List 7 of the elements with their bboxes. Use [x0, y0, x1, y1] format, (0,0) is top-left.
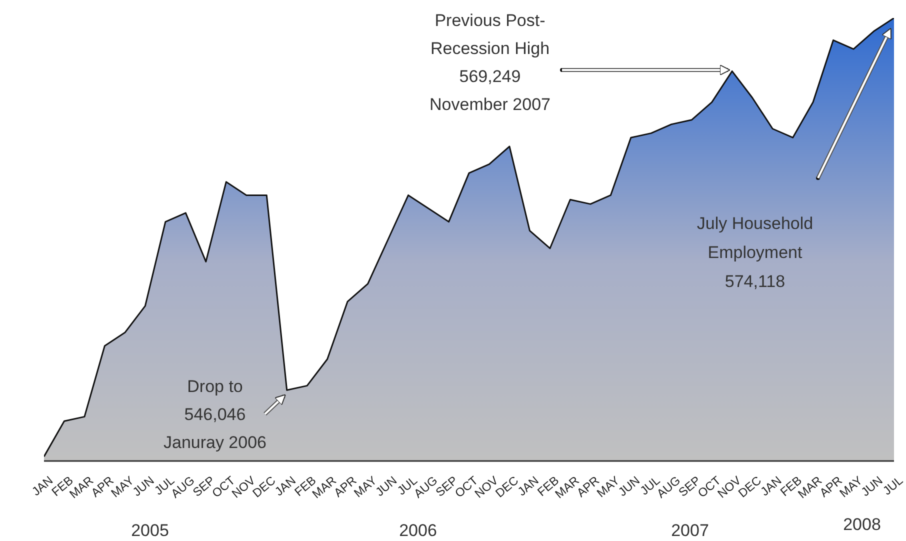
annotation: Previous Post- Recession High 569,249 November 2007	[430, 11, 550, 114]
text: 2007	[671, 521, 709, 540]
text: 2006	[399, 521, 437, 540]
annotation: July Household Employment 574,118	[696, 214, 814, 292]
text: 2005	[131, 521, 169, 540]
text: 2008	[843, 515, 881, 534]
annotation: Drop to 546,046 Januray 2006	[163, 377, 267, 452]
